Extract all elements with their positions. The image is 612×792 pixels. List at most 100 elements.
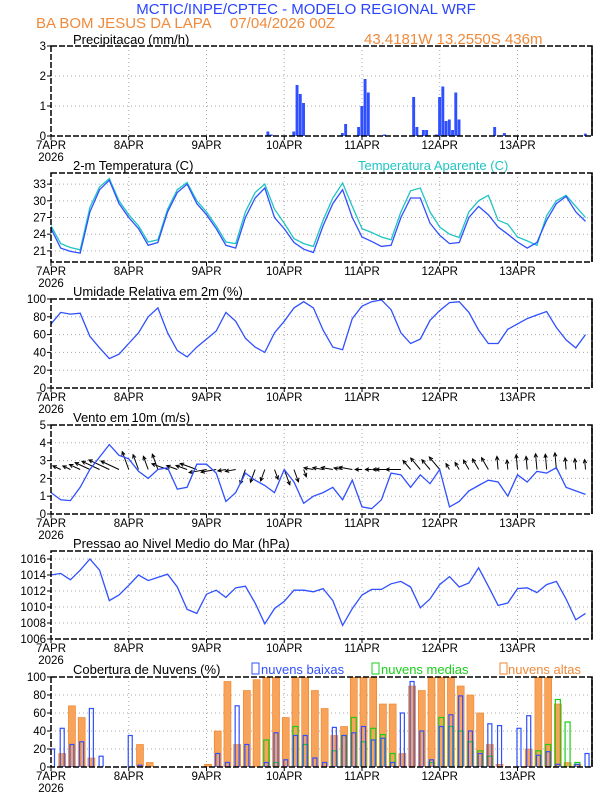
- wind-arrow: [364, 467, 372, 472]
- cloud-high-bar: [524, 748, 533, 767]
- cloud-low-bar: [341, 734, 347, 767]
- wind-arrow: [311, 466, 324, 471]
- y-tick-label: 5: [40, 420, 46, 432]
- wind-arrow-head: [150, 462, 156, 468]
- wind-arrow: [249, 469, 256, 484]
- cloud-high-bar: [369, 677, 378, 767]
- wind-arrow-shaft: [321, 466, 333, 470]
- wind-arrow-shaft: [88, 459, 110, 470]
- cloud-low-bar: [302, 734, 308, 767]
- wind-arrow: [454, 461, 460, 470]
- wind-arrow-head: [374, 467, 380, 472]
- wind-arrow-head: [505, 458, 510, 464]
- precip-bar: [344, 124, 348, 136]
- wind-arrow: [384, 467, 401, 472]
- wind-arrow: [582, 458, 588, 470]
- wind-arrow-head: [249, 478, 254, 484]
- y-tick-label: 2: [40, 473, 46, 485]
- cloud-low-bar: [458, 695, 464, 767]
- cloud-high-bar: [418, 690, 426, 767]
- wind-arrow: [80, 460, 100, 470]
- wind-arrow: [51, 465, 61, 470]
- cloud-high-bar: [87, 757, 96, 767]
- cloud-high-bar: [243, 690, 251, 767]
- cloud-low-bar: [244, 743, 250, 767]
- y-tick-label: 1008: [20, 618, 46, 630]
- precip-bar: [425, 130, 429, 136]
- cloud-low-bar: [98, 755, 104, 767]
- wind-arrow-shaft: [410, 457, 421, 470]
- cloud-high-bar: [213, 730, 222, 767]
- x-tick-label: 10APR: [266, 771, 302, 783]
- y-tick-label: 1010: [20, 602, 46, 614]
- cloud-high-bar: [398, 753, 407, 767]
- x-tick-label: 10APR: [266, 643, 302, 655]
- wind-arrow-head: [51, 465, 57, 470]
- precip-bar: [357, 127, 361, 136]
- x-tick-label: 8APR: [114, 392, 144, 404]
- x-year-label: 2026: [38, 278, 64, 290]
- wind-arrow: [524, 455, 529, 470]
- precip-bar: [302, 103, 305, 136]
- x-tick-label: 7APR: [36, 266, 66, 278]
- precip-bar: [444, 121, 448, 136]
- cloud-mid-bar: [263, 739, 270, 767]
- cloud-high-bar: [136, 744, 144, 767]
- wind-arrow: [543, 453, 548, 470]
- cloud-low-bar: [419, 730, 425, 767]
- wind-arrow: [302, 466, 314, 471]
- cloud-low-bar: [127, 734, 133, 767]
- y-tick-label: 20: [33, 744, 46, 756]
- precip-bar: [366, 92, 370, 136]
- wind-arrow: [533, 452, 539, 470]
- cloud-high-bar: [544, 677, 552, 767]
- wind-arrow-head: [68, 463, 74, 468]
- wind-panel: 0 1 2 3 4 5 7APR 8APR 9APR 10APR 11APR 12APR 13APR 20…: [36, 420, 593, 542]
- x-tick-label: 9APR: [191, 518, 221, 530]
- wind-arrow: [495, 455, 500, 470]
- x-tick-label: 8APR: [114, 266, 144, 278]
- wind-title: Vento em 10m (m/s): [73, 410, 190, 425]
- wind-arrow-head: [174, 464, 181, 469]
- wind-arrow: [87, 459, 110, 470]
- plot-frame: [50, 45, 593, 137]
- x-tick-label: 8APR: [114, 643, 144, 655]
- precip-title: Precipitacao (mm/h): [73, 32, 189, 47]
- wind-arrow-shaft: [454, 462, 460, 470]
- cloud-low-bar: [312, 757, 318, 767]
- cloud-high-bar: [359, 677, 368, 767]
- pressure-title: Pressao ao Nivel Medio do Mar (hPa): [73, 536, 290, 551]
- cloud-high-bar: [291, 677, 300, 767]
- wind-arrow: [274, 469, 279, 481]
- wind-arrow-shaft: [217, 469, 227, 472]
- precip-bar: [295, 85, 299, 136]
- x-tick-label: 9APR: [191, 643, 221, 655]
- x-tick-label: 12APR: [422, 518, 458, 530]
- legend-low-swatch: [251, 662, 260, 675]
- x-tick-label: 13APR: [499, 643, 535, 655]
- wind-arrow-shaft: [81, 460, 100, 470]
- cloud-low-bar: [380, 737, 386, 767]
- y-tick-label: 60: [33, 330, 46, 342]
- precip-bar: [412, 97, 416, 136]
- wind-arrow-shaft: [100, 460, 120, 470]
- wind-arrow-head: [295, 477, 300, 483]
- plot-frame: [50, 172, 593, 263]
- x-tick-label: 13APR: [499, 140, 535, 152]
- wind-arrow: [224, 468, 236, 473]
- x-tick-label: 12APR: [422, 140, 458, 152]
- wind-arrow-head: [428, 456, 434, 462]
- precip-bar: [415, 127, 419, 136]
- wind-arrow-shaft: [303, 469, 307, 477]
- cloud-marks: [51, 677, 590, 767]
- wind-arrow-head: [311, 466, 317, 471]
- wind-arrow-shaft: [151, 454, 159, 470]
- temp-line-1: [51, 177, 586, 251]
- cloud-high-bar: [145, 762, 154, 767]
- wind-arrow: [61, 465, 71, 470]
- wind-arrow-head: [563, 456, 568, 462]
- cloud-low-bar: [69, 743, 75, 767]
- wind-arrow-shaft: [142, 456, 149, 470]
- wind-arrow-head: [514, 453, 519, 459]
- wind-arrow-head: [286, 480, 291, 486]
